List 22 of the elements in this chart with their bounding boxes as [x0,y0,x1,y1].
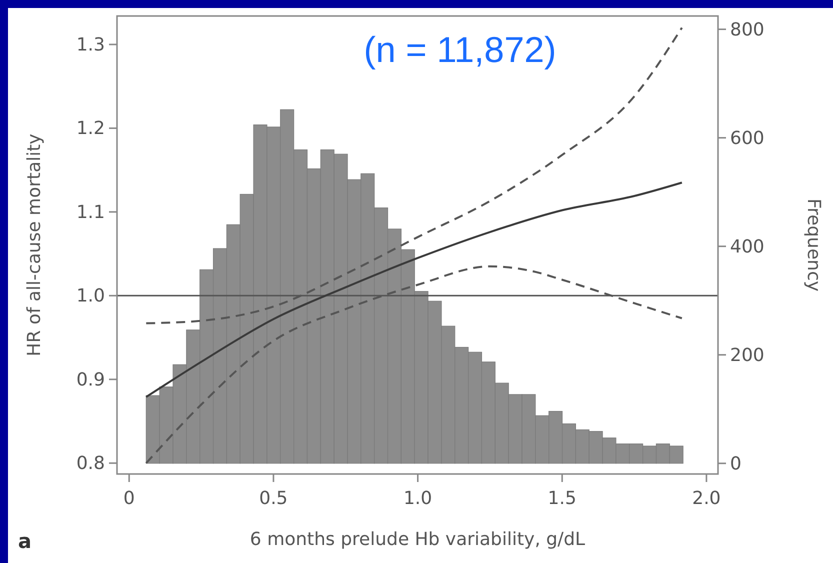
line-series [145,182,683,398]
x-tick-label: 2.0 [692,488,721,509]
y-tick-label: 0.9 [76,369,105,390]
y-tick-label: 1.2 [76,118,105,140]
y2-tick-label: 600 [730,128,764,149]
x-tick-label: 0 [123,488,135,509]
annotation: (n = 11,872) [364,29,556,70]
y-tick-label: 0.8 [76,453,105,474]
x-axis-title: 6 months prelude Hb variability, g/dL [250,529,586,550]
y2-tick-label: 0 [730,453,742,474]
y-axis-title: HR of all-cause mortality [24,133,45,356]
y-tick-label: 1.1 [76,202,105,223]
x-tick-label: 1.0 [403,488,432,509]
y2-tick-label: 400 [730,236,764,258]
text: a [18,529,32,553]
y2-tick-label: 800 [730,19,764,40]
y-tick-label: 1.0 [76,286,105,307]
x-tick-label: 0.5 [259,488,288,509]
x-tick-label: 1.5 [548,488,576,509]
y2-tick-label: 200 [730,344,764,366]
y2-axis-title: Frequency [803,198,824,292]
y-tick-label: 1.3 [76,34,105,56]
